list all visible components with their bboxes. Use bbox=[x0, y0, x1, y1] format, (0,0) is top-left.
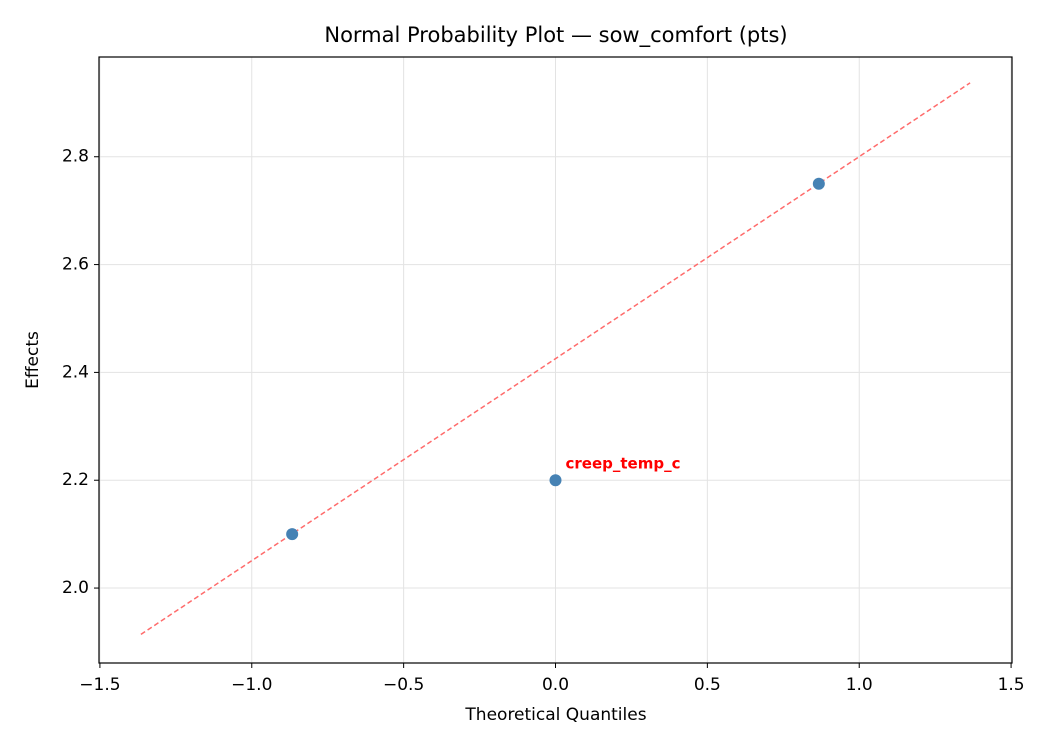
plot-frame bbox=[98, 56, 1013, 664]
chart-title: Normal Probability Plot — sow_comfort (p… bbox=[324, 23, 787, 48]
x-tick-label: −1.0 bbox=[231, 675, 272, 695]
y-tick-label: 2.8 bbox=[62, 147, 89, 167]
data-point bbox=[812, 177, 825, 190]
data-point bbox=[549, 474, 562, 487]
x-tick-label: 1.0 bbox=[846, 675, 873, 695]
x-tick-label: −0.5 bbox=[383, 675, 424, 695]
y-tick-label: 2.6 bbox=[62, 255, 89, 275]
y-tick-label: 2.2 bbox=[62, 470, 89, 490]
x-axis-label: Theoretical Quantiles bbox=[464, 705, 646, 725]
y-axis-label: Effects bbox=[23, 331, 43, 389]
x-tick-label: 0.0 bbox=[542, 675, 569, 695]
data-point bbox=[286, 528, 299, 541]
reference-line bbox=[140, 82, 971, 636]
y-tick-label: 2.4 bbox=[62, 362, 89, 382]
x-tick-label: 1.5 bbox=[998, 675, 1025, 695]
x-tick-label: 0.5 bbox=[694, 675, 721, 695]
x-tick-label: −1.5 bbox=[79, 675, 120, 695]
annotation: creep_temp_c bbox=[566, 455, 681, 473]
y-tick-label: 2.0 bbox=[62, 578, 89, 598]
